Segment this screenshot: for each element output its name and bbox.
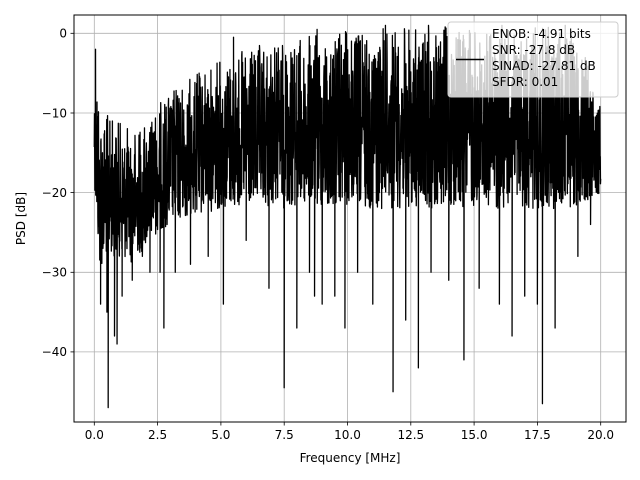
legend-entry-snr: SNR: -27.8 dB [492,43,575,57]
x-tick-label: 17.5 [524,428,551,442]
x-tick-label: 5.0 [211,428,230,442]
legend-entry-sinad: SINAD: -27.81 dB [492,59,596,73]
y-tick-label: −10 [42,106,67,120]
x-axis-ticks: 0.0 2.5 5.0 7.5 10.0 12.5 15.0 17.5 20.0 [85,422,614,442]
legend: ENOB: -4.91 bits SNR: -27.8 dB SINAD: -2… [447,21,619,98]
x-tick-label: 7.5 [275,428,294,442]
x-axis-label: Frequency [MHz] [300,451,401,465]
y-tick-label: −20 [42,186,67,200]
plot-frame [73,14,627,423]
y-tick-label: −40 [42,345,67,359]
y-tick-label: 0 [59,27,67,41]
x-tick-label: 0.0 [85,428,104,442]
y-tick-label: −30 [42,266,67,280]
y-axis-label: PSD [dB] [14,192,28,245]
legend-entry-enob: ENOB: -4.91 bits [492,27,591,41]
x-tick-label: 10.0 [334,428,361,442]
legend-box [447,21,619,98]
x-tick-label: 20.0 [587,428,614,442]
x-tick-label: 12.5 [397,428,424,442]
y-axis-ticks: 0 −10 −20 −30 −40 [42,27,74,359]
legend-entry-sfdr: SFDR: 0.01 [492,75,558,89]
x-tick-label: 2.5 [148,428,167,442]
x-tick-label: 15.0 [461,428,488,442]
